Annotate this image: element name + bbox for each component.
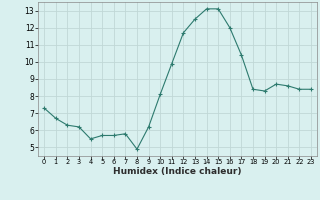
X-axis label: Humidex (Indice chaleur): Humidex (Indice chaleur) xyxy=(113,167,242,176)
